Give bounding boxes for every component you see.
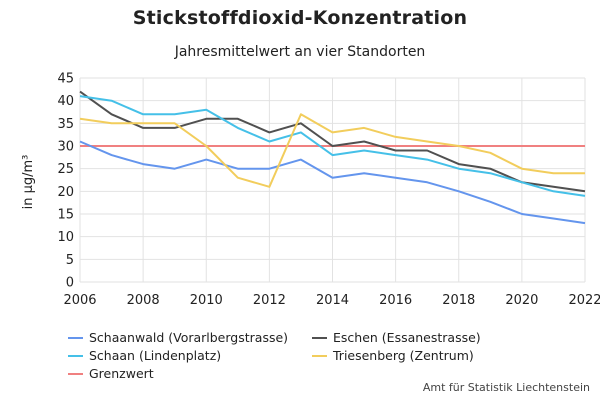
legend-item: Grenzwert: [68, 366, 154, 381]
legend-label: Eschen (Essanestrasse): [333, 330, 481, 345]
y-tick-labels: 0 5 10 15 20 25 30 35 40 45: [57, 72, 74, 291]
y-tick-label: 35: [57, 117, 74, 132]
chart-title: Stickstoffdioxid-Konzentration: [132, 7, 468, 29]
x-tick-label: 2014: [316, 293, 349, 308]
series-lines: [79, 90, 586, 225]
legend-label: Grenzwert: [89, 366, 154, 381]
chart-subtitle: Jahresmittelwert an vier Standorten: [174, 44, 426, 60]
y-tick-label: 10: [57, 230, 74, 245]
series-line-schaan-lindenplatz: [79, 95, 586, 197]
y-tick-label: 0: [66, 276, 74, 291]
y-tick-label: 40: [57, 94, 74, 109]
legend-swatch: [68, 354, 83, 357]
legend-item: Triesenberg (Zentrum): [312, 348, 474, 363]
x-tick-label: 2012: [253, 293, 286, 308]
x-tick-label: 2016: [379, 293, 412, 308]
legend-item: Schaanwald (Vorarlbergstrasse): [68, 330, 288, 345]
legend-swatch: [68, 336, 83, 339]
x-tick-label: 2008: [127, 293, 160, 308]
y-axis-title: in µg/m³: [21, 155, 36, 210]
x-tick-label: 2022: [568, 293, 600, 308]
legend-item: Schaan (Lindenplatz): [68, 348, 221, 363]
x-tick-label: 2006: [63, 293, 96, 308]
y-tick-label: 15: [57, 208, 74, 223]
series-line-eschen-essanestrasse: [79, 90, 586, 193]
x-tick-label: 2018: [442, 293, 475, 308]
y-tick-label: 5: [66, 253, 74, 268]
legend-swatch: [312, 354, 327, 357]
legend-swatch: [68, 372, 83, 375]
x-tick-labels: 2006 2008 2010 2012 2014 2016 2018 2020 2022: [63, 293, 600, 308]
legend-item: Eschen (Essanestrasse): [312, 330, 481, 345]
y-tick-label: 30: [57, 140, 74, 155]
legend-swatch: [312, 336, 327, 339]
series-line-schaanwald-vorarlbergstrasse: [79, 140, 586, 225]
x-tick-label: 2010: [190, 293, 223, 308]
legend-label: Schaanwald (Vorarlbergstrasse): [89, 330, 289, 345]
legend-label: Triesenberg (Zentrum): [333, 348, 474, 363]
y-tick-label: 25: [57, 162, 74, 177]
x-tick-label: 2020: [505, 293, 538, 308]
source-credit: Amt für Statistik Liechtenstein: [422, 381, 590, 394]
y-tick-label: 45: [57, 72, 74, 87]
legend-label: Schaan (Lindenplatz): [89, 348, 222, 363]
grid-lines: [79, 77, 586, 283]
series-line-triesenberg-zentrum: [79, 113, 585, 188]
y-tick-label: 20: [57, 185, 74, 200]
